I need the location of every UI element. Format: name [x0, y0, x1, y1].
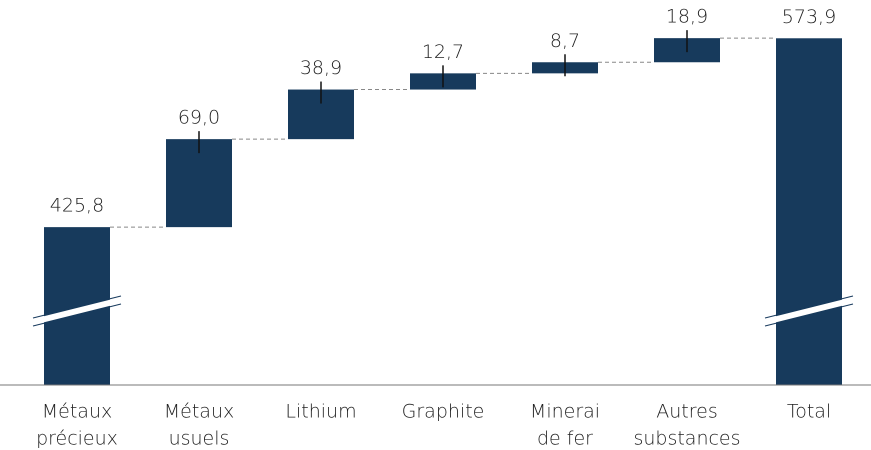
x-tick-label: Lithium: [285, 401, 356, 423]
axis-break: [32, 297, 122, 325]
x-tick-label: Métaux: [164, 401, 234, 423]
value-label: 8,7: [550, 30, 580, 52]
value-label: 12,7: [422, 41, 464, 63]
axis-break: [764, 295, 854, 319]
value-label: 38,9: [300, 57, 342, 79]
axis-break: [32, 295, 122, 319]
axis-break: [32, 303, 122, 327]
value-label: 69,0: [178, 107, 220, 129]
x-tick-label: Autres: [656, 401, 717, 423]
axis-break: [764, 303, 854, 327]
bar: [166, 139, 232, 228]
value-label: 18,9: [666, 6, 708, 28]
x-tick-label: Total: [787, 401, 831, 423]
axis-break: [764, 297, 854, 325]
x-tick-label: précieux: [36, 428, 118, 450]
x-tick-label: Métaux: [42, 401, 112, 423]
x-tick-label: de fer: [537, 428, 593, 450]
value-label: 573,9: [782, 6, 836, 28]
value-label: 425,8: [50, 195, 104, 217]
x-tick-label: usuels: [169, 428, 230, 450]
x-tick-label: Minerai: [530, 401, 600, 423]
x-tick-label: Graphite: [402, 401, 485, 423]
x-tick-label: substances: [633, 428, 740, 450]
bar: [776, 38, 842, 385]
